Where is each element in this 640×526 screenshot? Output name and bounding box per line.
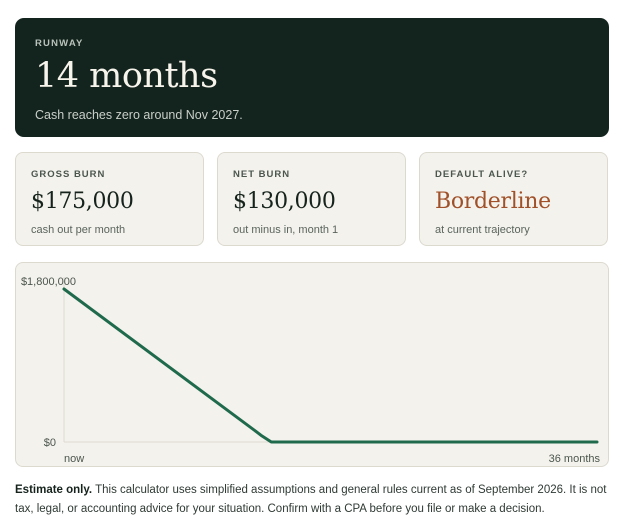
default-alive-eyebrow: DEFAULT ALIVE? bbox=[435, 169, 529, 180]
cash-balance-chart-svg: $1,800,000 $0 now 36 months bbox=[21, 276, 601, 465]
net-burn-value: $130,000 bbox=[233, 189, 336, 214]
net-burn-card: NET BURN $130,000 out minus in, month 1 bbox=[217, 152, 406, 246]
disclaimer-bold: Estimate only. bbox=[15, 484, 93, 496]
runway-subtitle: Cash reaches zero around Nov 2027. bbox=[35, 108, 243, 122]
gross-burn-note: cash out per month bbox=[31, 224, 126, 236]
net-burn-note: out minus in, month 1 bbox=[233, 224, 339, 236]
cash-balance-series-line bbox=[62, 287, 599, 444]
x-tick-label-start: now bbox=[64, 453, 84, 465]
runway-value: 14 months bbox=[35, 56, 218, 96]
disclaimer: Estimate only. This calculator uses simp… bbox=[15, 481, 615, 519]
default-alive-value: Borderline bbox=[435, 189, 551, 214]
runway-summary-card: RUNWAY 14 months Cash reaches zero aroun… bbox=[15, 18, 609, 137]
x-tick-label-end: 36 months bbox=[549, 453, 601, 465]
net-burn-eyebrow: NET BURN bbox=[233, 169, 291, 180]
y-tick-label-max: $1,800,000 bbox=[21, 276, 76, 288]
gross-burn-card: GROSS BURN $175,000 cash out per month bbox=[15, 152, 204, 246]
disclaimer-text: This calculator uses simplified assumpti… bbox=[15, 484, 607, 515]
y-tick-label-min: $0 bbox=[44, 437, 56, 449]
gross-burn-eyebrow: GROSS BURN bbox=[31, 169, 106, 180]
default-alive-card: DEFAULT ALIVE? Borderline at current tra… bbox=[419, 152, 608, 246]
runway-eyebrow: RUNWAY bbox=[35, 38, 84, 49]
cash-balance-chart: $1,800,000 $0 now 36 months bbox=[15, 262, 609, 467]
gross-burn-value: $175,000 bbox=[31, 189, 134, 214]
default-alive-note: at current trajectory bbox=[435, 224, 530, 236]
